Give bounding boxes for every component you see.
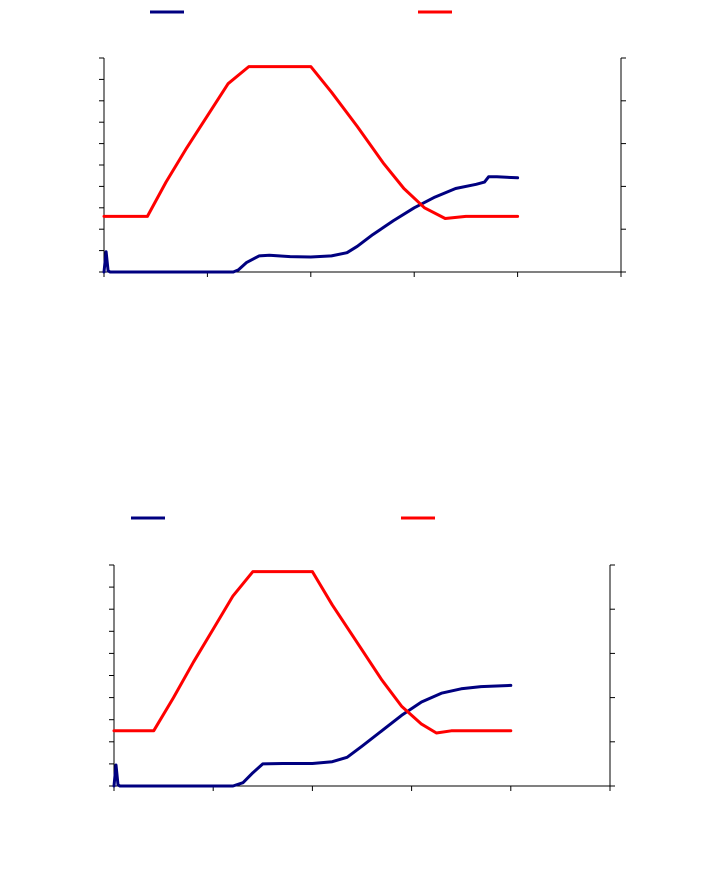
series-line-2 bbox=[102, 65, 520, 220]
series-line-1 bbox=[112, 683, 513, 788]
series-line-2 bbox=[112, 570, 513, 735]
chart-1 bbox=[0, 0, 709, 300]
series-line-1 bbox=[102, 175, 520, 274]
chart-2 bbox=[0, 505, 709, 805]
chart-1-svg bbox=[99, 10, 626, 277]
chart-2-svg bbox=[109, 516, 615, 791]
